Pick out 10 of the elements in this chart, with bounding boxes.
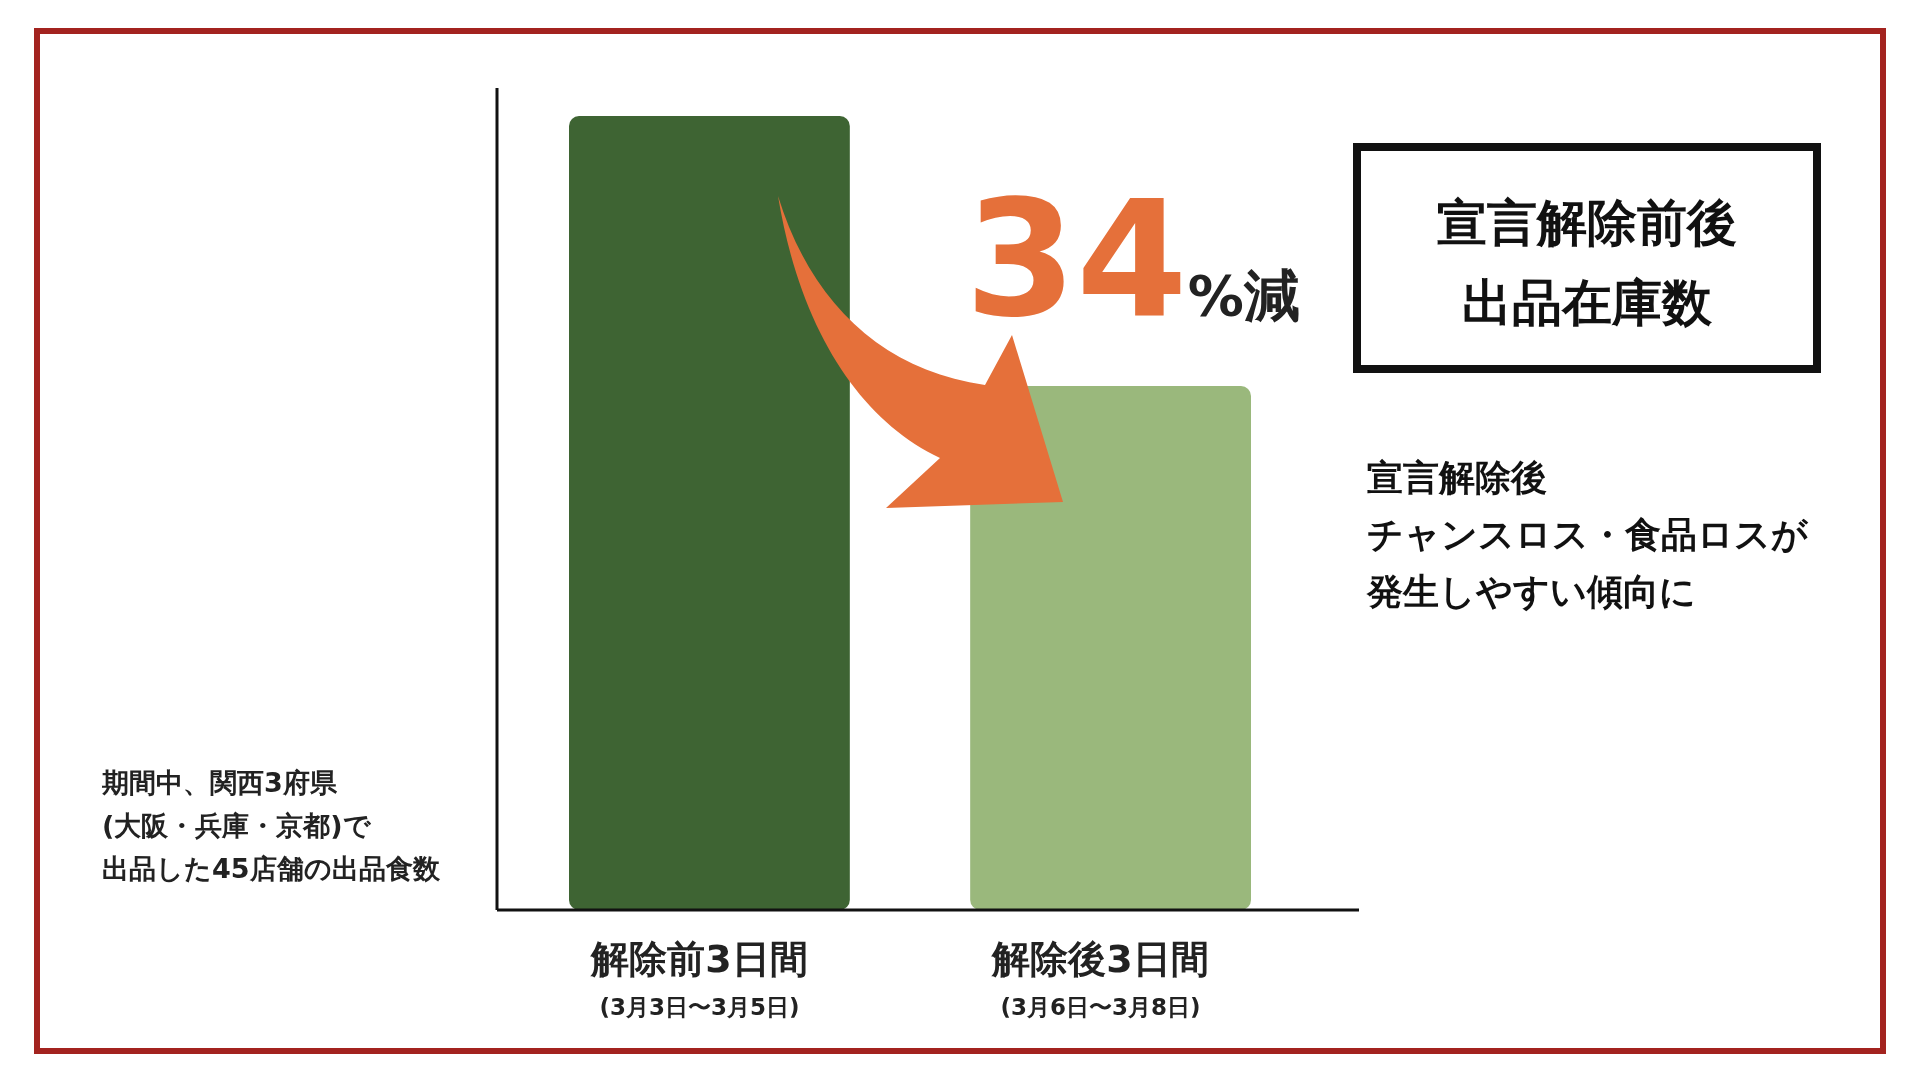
text: 宣言解除後 — [1367, 457, 1547, 498]
x-tick-label: 解除前3日間 (3月3日〜3月5日) — [590, 937, 808, 1020]
text: チャンスロス・食品ロスが — [1367, 514, 1809, 555]
text: 出品した45店舗の出品食数 — [102, 853, 441, 884]
text: 期間中、関西3府県 — [101, 767, 338, 798]
text: (大阪・兵庫・京都)で — [102, 810, 372, 841]
annotation: 34%減 — [965, 166, 1300, 353]
text: 発生しやすい傾向に — [1366, 571, 1696, 612]
text: 宣言解除前後出品在庫数 — [1437, 194, 1737, 332]
x-tick-label: 解除後3日間 (3月6日〜3月8日) — [991, 937, 1209, 1020]
